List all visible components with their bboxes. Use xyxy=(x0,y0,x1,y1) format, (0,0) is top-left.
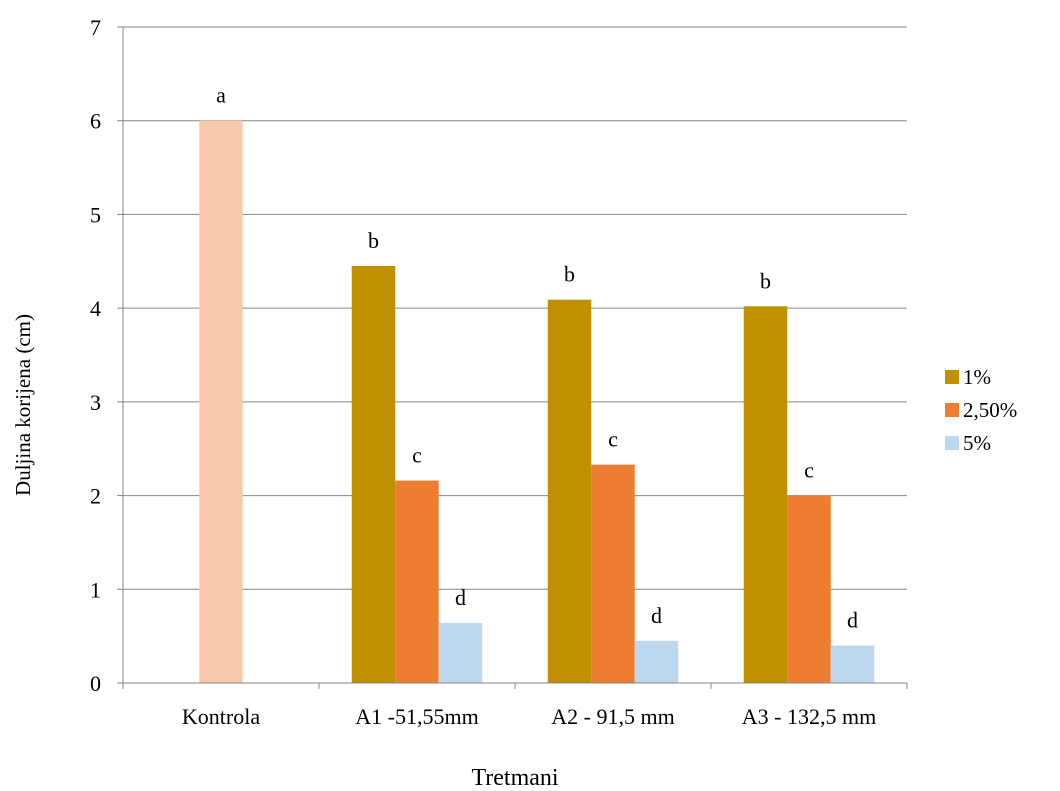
bar xyxy=(591,464,635,683)
y-tick-label: 1 xyxy=(90,577,101,602)
bars xyxy=(199,120,875,683)
data-label: b xyxy=(564,262,575,287)
x-tick-label: A3 - 132,5 mm xyxy=(742,704,876,729)
y-tick-label: 3 xyxy=(90,390,101,415)
bar xyxy=(199,120,243,683)
y-tick-label: 4 xyxy=(90,296,101,321)
bar xyxy=(395,480,439,683)
y-tick-label: 7 xyxy=(90,15,101,40)
bar xyxy=(438,623,483,683)
y-tick-label: 6 xyxy=(90,109,101,134)
legend-label: 1% xyxy=(963,365,991,389)
x-tick-label: A1 -51,55mm xyxy=(355,704,478,729)
tick-labels: 0 1 2 3 4 5 6 7 Kontrola A1 -51,55mm A2 - 91,5 mm A… xyxy=(90,15,876,729)
y-tick-label: 5 xyxy=(90,202,101,227)
gridlines xyxy=(123,26,907,590)
x-axis-label: Tretmani xyxy=(471,765,558,791)
data-labels: a b b b c c c d d d xyxy=(216,83,858,633)
bar xyxy=(547,299,592,683)
data-label: c xyxy=(412,443,422,468)
data-label: d xyxy=(847,608,858,633)
y-tick-label: 2 xyxy=(90,484,101,509)
data-label: d xyxy=(651,603,662,628)
legend-swatch xyxy=(945,403,959,417)
bar xyxy=(351,265,396,683)
data-label: c xyxy=(608,427,618,452)
legend-swatch xyxy=(945,436,959,450)
axes xyxy=(117,26,908,689)
legend-label: 2,50% xyxy=(963,398,1017,422)
bar xyxy=(743,306,788,683)
bar xyxy=(787,495,831,683)
x-tick-label: Kontrola xyxy=(182,704,260,729)
legend-swatch xyxy=(945,370,959,384)
data-label: a xyxy=(216,83,226,108)
data-label: d xyxy=(455,585,466,610)
bar xyxy=(830,645,875,683)
legend-label: 5% xyxy=(963,431,991,455)
y-tick-label: 0 xyxy=(90,671,101,696)
legend[interactable]: 1% 2,50% 5% xyxy=(945,365,1017,455)
y-axis-label: Duljina korijena (cm) xyxy=(11,314,35,496)
x-tick-label: A2 - 91,5 mm xyxy=(551,704,674,729)
data-label: b xyxy=(368,228,379,253)
bar xyxy=(634,640,679,683)
data-label: c xyxy=(804,458,814,483)
data-label: b xyxy=(760,268,771,293)
